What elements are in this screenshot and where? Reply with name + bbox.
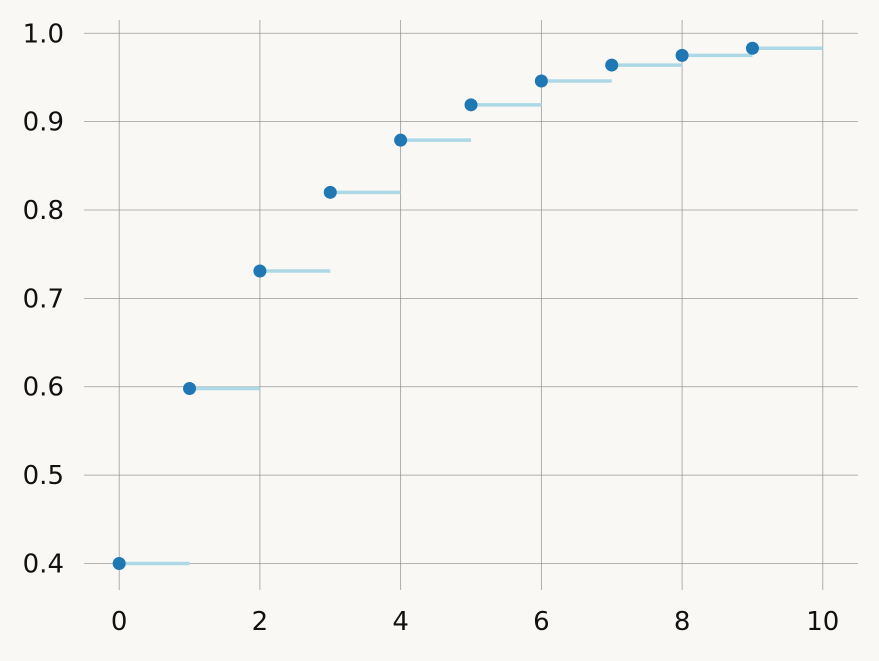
y-tick-label: 0.8 bbox=[23, 196, 64, 226]
x-tick-label: 0 bbox=[111, 607, 128, 637]
data-point bbox=[112, 556, 126, 570]
x-tick-label: 2 bbox=[252, 607, 269, 637]
y-tick-label: 0.6 bbox=[23, 373, 64, 403]
y-tick-label: 0.4 bbox=[23, 549, 64, 579]
point-layer bbox=[112, 41, 759, 570]
data-point bbox=[675, 48, 689, 62]
x-tick-label: 4 bbox=[392, 607, 409, 637]
y-tick-label: 1.0 bbox=[23, 19, 64, 49]
data-point bbox=[253, 264, 267, 278]
data-point bbox=[323, 185, 337, 199]
data-point bbox=[534, 74, 548, 88]
data-point bbox=[464, 98, 478, 112]
data-point bbox=[745, 41, 759, 55]
data-point bbox=[605, 58, 619, 72]
data-point bbox=[394, 133, 408, 147]
data-point bbox=[183, 382, 197, 396]
y-tick-label: 0.9 bbox=[23, 108, 64, 138]
y-tick-labels: 0.4 0.5 0.6 0.7 0.8 0.9 1.0 bbox=[23, 19, 64, 579]
y-tick-label: 0.7 bbox=[23, 284, 64, 314]
x-tick-label: 6 bbox=[533, 607, 550, 637]
step-layer bbox=[119, 46, 823, 566]
x-tick-label: 8 bbox=[674, 607, 691, 637]
x-tick-label: 10 bbox=[806, 607, 839, 637]
x-tick-labels: 0 2 4 6 8 10 bbox=[111, 607, 839, 637]
grid-layer bbox=[84, 20, 858, 590]
y-tick-label: 0.5 bbox=[23, 461, 64, 491]
